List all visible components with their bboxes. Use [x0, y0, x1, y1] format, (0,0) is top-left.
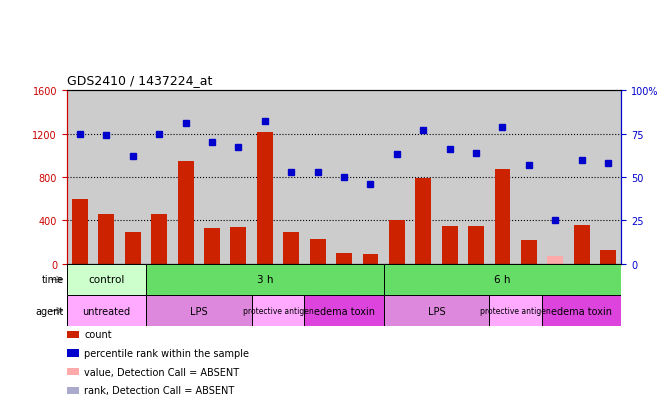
Bar [204, 228, 220, 264]
Bar [542, 295, 621, 326]
Bar [257, 133, 273, 264]
Bar [72, 199, 88, 264]
Bar [310, 240, 325, 264]
Bar [383, 264, 621, 295]
Bar [600, 250, 616, 264]
Bar [389, 221, 405, 264]
Text: 3 h: 3 h [257, 275, 273, 285]
Bar [521, 240, 537, 264]
Bar [252, 295, 305, 326]
Text: percentile rank within the sample: percentile rank within the sample [84, 348, 249, 358]
Text: protective antigen: protective antigen [480, 306, 551, 315]
Bar [230, 228, 246, 264]
Text: LPS: LPS [190, 306, 208, 316]
Text: LPS: LPS [428, 306, 446, 316]
Bar [305, 295, 383, 326]
Bar [415, 179, 431, 264]
Bar [67, 264, 146, 295]
Bar [489, 295, 542, 326]
Text: agent: agent [35, 306, 63, 316]
Text: edema toxin: edema toxin [313, 306, 375, 316]
Bar [574, 225, 590, 264]
Bar [67, 295, 146, 326]
Text: 6 h: 6 h [494, 275, 510, 285]
Text: GDS2410 / 1437224_at: GDS2410 / 1437224_at [67, 74, 212, 87]
Bar [151, 214, 167, 264]
Text: control: control [88, 275, 125, 285]
Bar [468, 226, 484, 264]
Bar [383, 295, 489, 326]
Bar [125, 233, 141, 264]
Bar [98, 214, 114, 264]
Bar [494, 170, 510, 264]
Bar [283, 233, 299, 264]
Text: value, Detection Call = ABSENT: value, Detection Call = ABSENT [84, 367, 239, 377]
Bar [336, 254, 352, 264]
Text: edema toxin: edema toxin [551, 306, 612, 316]
Text: rank, Detection Call = ABSENT: rank, Detection Call = ABSENT [84, 385, 234, 395]
Text: count: count [84, 330, 112, 339]
Bar [146, 295, 252, 326]
Bar [547, 256, 563, 264]
Bar [146, 264, 383, 295]
Text: protective antigen: protective antigen [242, 306, 313, 315]
Bar [178, 161, 194, 264]
Text: untreated: untreated [82, 306, 130, 316]
Bar [363, 254, 378, 264]
Bar [442, 226, 458, 264]
Text: time: time [41, 275, 63, 285]
